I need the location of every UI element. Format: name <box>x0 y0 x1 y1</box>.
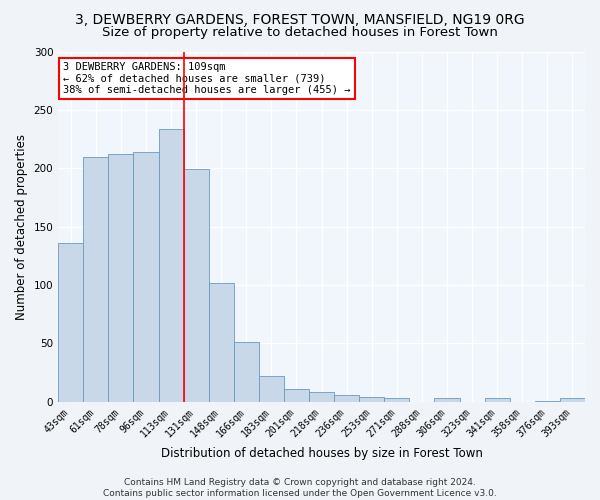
Text: 3 DEWBERRY GARDENS: 109sqm
← 62% of detached houses are smaller (739)
38% of sem: 3 DEWBERRY GARDENS: 109sqm ← 62% of deta… <box>64 62 351 95</box>
Bar <box>58 243 83 402</box>
Bar <box>184 170 209 402</box>
Text: 3, DEWBERRY GARDENS, FOREST TOWN, MANSFIELD, NG19 0RG: 3, DEWBERRY GARDENS, FOREST TOWN, MANSFI… <box>75 12 525 26</box>
Bar <box>234 342 259 402</box>
Bar <box>385 398 409 402</box>
Y-axis label: Number of detached properties: Number of detached properties <box>15 134 28 320</box>
Bar <box>434 398 460 402</box>
Bar <box>309 392 334 402</box>
Bar <box>284 389 309 402</box>
Bar <box>133 152 158 402</box>
Bar <box>485 398 510 402</box>
Bar <box>109 154 133 402</box>
Bar <box>209 282 234 402</box>
Bar <box>259 376 284 402</box>
Text: Size of property relative to detached houses in Forest Town: Size of property relative to detached ho… <box>102 26 498 39</box>
X-axis label: Distribution of detached houses by size in Forest Town: Distribution of detached houses by size … <box>161 447 482 460</box>
Bar <box>560 398 585 402</box>
Bar <box>334 395 359 402</box>
Bar <box>359 397 385 402</box>
Bar <box>535 400 560 402</box>
Bar <box>83 156 109 402</box>
Text: Contains HM Land Registry data © Crown copyright and database right 2024.
Contai: Contains HM Land Registry data © Crown c… <box>103 478 497 498</box>
Bar <box>158 128 184 402</box>
